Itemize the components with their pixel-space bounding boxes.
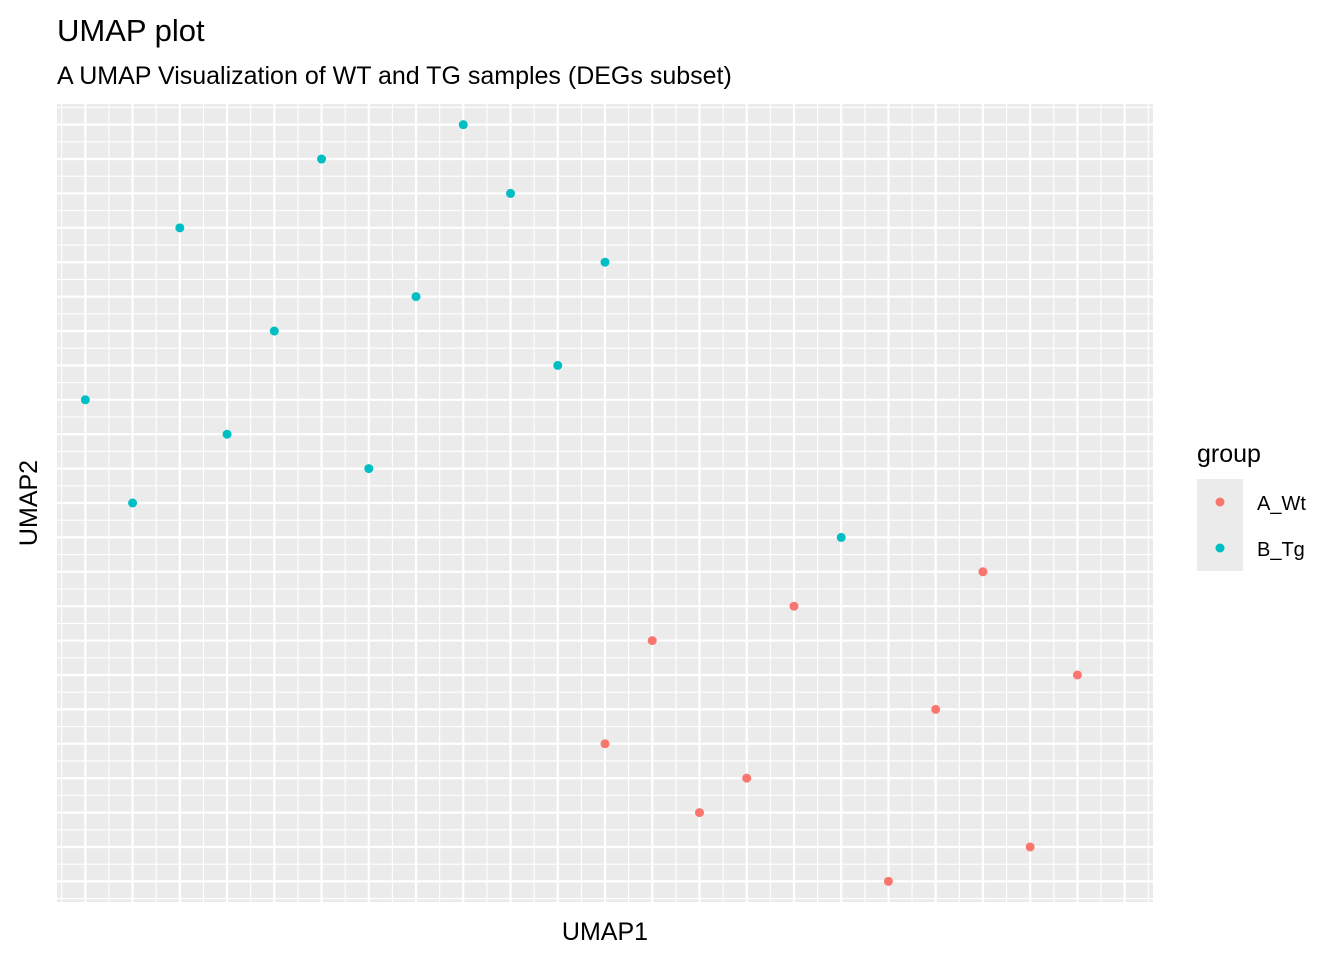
legend-key-b-tg [1215,543,1225,553]
x-axis-title: UMAP1 [562,918,648,946]
legend-key-a-wt [1215,497,1225,507]
point-a-wt [694,808,704,818]
point-b-tg [222,429,232,439]
point-b-tg [364,464,374,474]
point-b-tg [317,154,327,164]
point-b-tg [553,360,563,370]
point-a-wt [978,567,988,577]
point-b-tg [836,532,846,542]
point-b-tg [128,498,138,508]
y-axis-title: UMAP2 [15,460,43,546]
point-a-wt [789,601,799,611]
point-a-wt [742,773,752,783]
point-a-wt [883,876,893,886]
point-a-wt [1072,670,1082,680]
data-points [80,120,1082,886]
point-b-tg [411,292,421,302]
grid-lines [57,104,1153,902]
chart-title: UMAP plot [57,13,205,48]
point-a-wt [647,636,657,646]
point-a-wt [600,739,610,749]
point-a-wt [931,704,941,714]
legend-label-a-wt: A_Wt [1257,493,1306,515]
legend: group A_Wt B_Tg [1197,440,1306,571]
legend-key-background [1197,479,1243,571]
legend-title: group [1197,440,1261,468]
chart-subtitle: A UMAP Visualization of WT and TG sample… [57,62,732,90]
point-b-tg [269,326,279,336]
point-b-tg [175,223,185,233]
point-b-tg [600,257,610,267]
point-b-tg [80,395,90,405]
point-a-wt [1025,842,1035,852]
point-b-tg [506,188,516,198]
point-b-tg [458,120,468,130]
legend-label-b-tg: B_Tg [1257,539,1305,561]
